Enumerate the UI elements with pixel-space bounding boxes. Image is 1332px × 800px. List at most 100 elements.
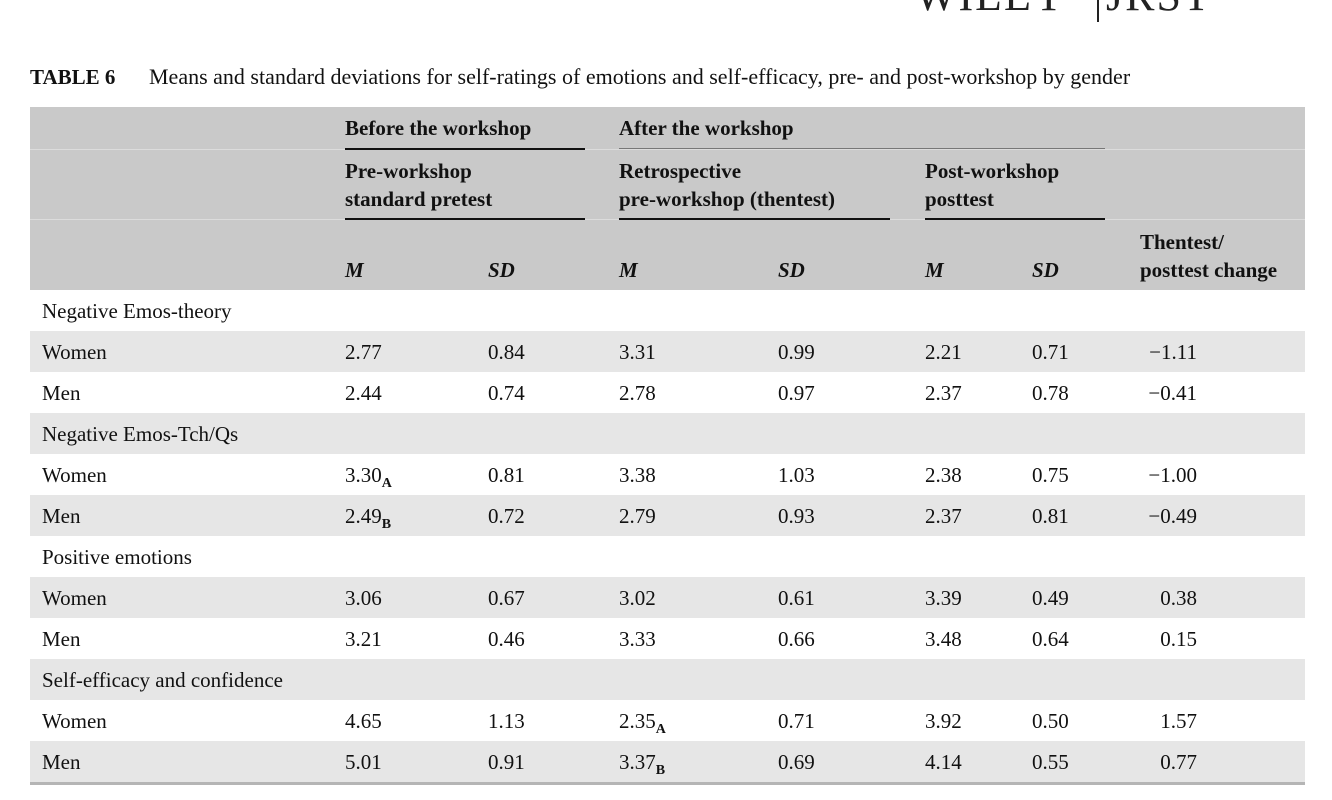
cell: 0.66 — [778, 627, 815, 651]
cell: 2.77 — [345, 340, 382, 364]
section-label: Self-efficacy and confidence — [42, 668, 283, 692]
cell: 3.48 — [925, 627, 962, 651]
cell-subscript: B — [381, 517, 392, 532]
cell: 2.37 — [925, 504, 962, 528]
cell-value: 3.30 — [345, 463, 382, 487]
cell: 1.03 — [778, 463, 815, 487]
cell: 3.21 — [345, 627, 382, 651]
row-label: Men — [42, 381, 81, 405]
row-label: Women — [42, 463, 107, 487]
cell: 3.37B — [619, 748, 666, 778]
cell: 0.74 — [488, 381, 525, 405]
row-label: Women — [42, 340, 107, 364]
cell: 4.65 — [345, 709, 382, 733]
group-rule — [345, 148, 585, 150]
cell: 2.21 — [925, 340, 962, 364]
cell: −1.11 — [1149, 340, 1197, 364]
subgroup-header: pre-workshop (thentest) — [619, 187, 836, 211]
cell: 0.77 — [1160, 750, 1197, 774]
cell: 4.14 — [925, 750, 962, 774]
subgroup-header: Pre-workshop — [345, 159, 472, 183]
journal-logo: JRST — [1106, 0, 1212, 18]
column-header: M — [345, 258, 364, 282]
change-header: Thentest/ — [1140, 230, 1224, 254]
row-bg — [30, 331, 1305, 372]
section-label: Negative Emos-Tch/Qs — [42, 422, 239, 446]
cell: 0.67 — [488, 586, 525, 610]
cell: 0.55 — [1032, 750, 1069, 774]
row-bg — [30, 413, 1305, 454]
row-label: Women — [42, 709, 107, 733]
group-rule — [619, 148, 1105, 149]
caption-label: TABLE 6 — [30, 65, 116, 89]
cell: 1.13 — [488, 709, 525, 733]
cell-subscript: B — [655, 763, 666, 778]
row-bg — [30, 741, 1305, 782]
cell: 3.31 — [619, 340, 656, 364]
cell: 0.84 — [488, 340, 525, 364]
row-label: Men — [42, 750, 81, 774]
subgroup-rule — [925, 218, 1105, 220]
table-bottom-rule — [30, 782, 1305, 785]
cell-value: 2.35 — [619, 709, 656, 733]
cell: 0.69 — [778, 750, 815, 774]
cell-subscript: A — [381, 476, 392, 491]
cell-value: 2.49 — [345, 504, 382, 528]
logo-divider — [1097, 0, 1099, 22]
cell: 3.06 — [345, 586, 382, 610]
cell: 0.15 — [1160, 627, 1197, 651]
cell: 3.33 — [619, 627, 656, 651]
cell: 0.75 — [1032, 463, 1069, 487]
cell: 0.71 — [1032, 340, 1069, 364]
column-header: SD — [1032, 258, 1059, 282]
cell: 0.64 — [1032, 627, 1069, 651]
row-bg — [30, 659, 1305, 700]
subgroup-header: posttest — [925, 187, 994, 211]
subgroup-header: Post-workshop — [925, 159, 1060, 183]
cell: 2.37 — [925, 381, 962, 405]
cell: −1.00 — [1148, 463, 1197, 487]
row-bg — [30, 495, 1305, 536]
cell-value: 3.37 — [619, 750, 656, 774]
cell: 0.99 — [778, 340, 815, 364]
header-bg — [30, 107, 1305, 290]
caption-title: Means and standard deviations for self-r… — [149, 64, 1131, 89]
cell: 5.01 — [345, 750, 382, 774]
cell: −0.49 — [1148, 504, 1197, 528]
cell: 0.78 — [1032, 381, 1069, 405]
row-label: Men — [42, 627, 81, 651]
cell: 0.46 — [488, 627, 525, 651]
cell: 3.39 — [925, 586, 962, 610]
cell: 3.02 — [619, 586, 656, 610]
cell: 2.49B — [345, 502, 392, 532]
cell: 3.30A — [345, 461, 392, 491]
change-header: posttest change — [1140, 258, 1278, 282]
subgroup-header: Retrospective — [619, 159, 742, 183]
publisher-logo: WILEY — [915, 0, 1067, 18]
cell: 2.44 — [345, 381, 382, 405]
row-label: Women — [42, 586, 107, 610]
cell: 0.91 — [488, 750, 525, 774]
cell: 0.49 — [1032, 586, 1069, 610]
cell: 0.71 — [778, 709, 815, 733]
cell: 2.35A — [619, 707, 666, 737]
cell: 0.81 — [488, 463, 525, 487]
cell: 2.79 — [619, 504, 656, 528]
cell: 0.50 — [1032, 709, 1069, 733]
subgroup-rule — [345, 218, 585, 220]
row-label: Men — [42, 504, 81, 528]
cell: 1.57 — [1160, 709, 1197, 733]
cell-subscript: A — [655, 722, 666, 737]
section-label: Negative Emos-theory — [42, 299, 232, 323]
column-header: M — [619, 258, 638, 282]
cell: 0.93 — [778, 504, 815, 528]
cell: 0.97 — [778, 381, 815, 405]
cell: 2.78 — [619, 381, 656, 405]
cell: 3.92 — [925, 709, 962, 733]
cell: 0.72 — [488, 504, 525, 528]
column-header: SD — [778, 258, 805, 282]
header-sep — [30, 149, 1305, 150]
cell: 0.61 — [778, 586, 815, 610]
cell: −0.41 — [1148, 381, 1197, 405]
